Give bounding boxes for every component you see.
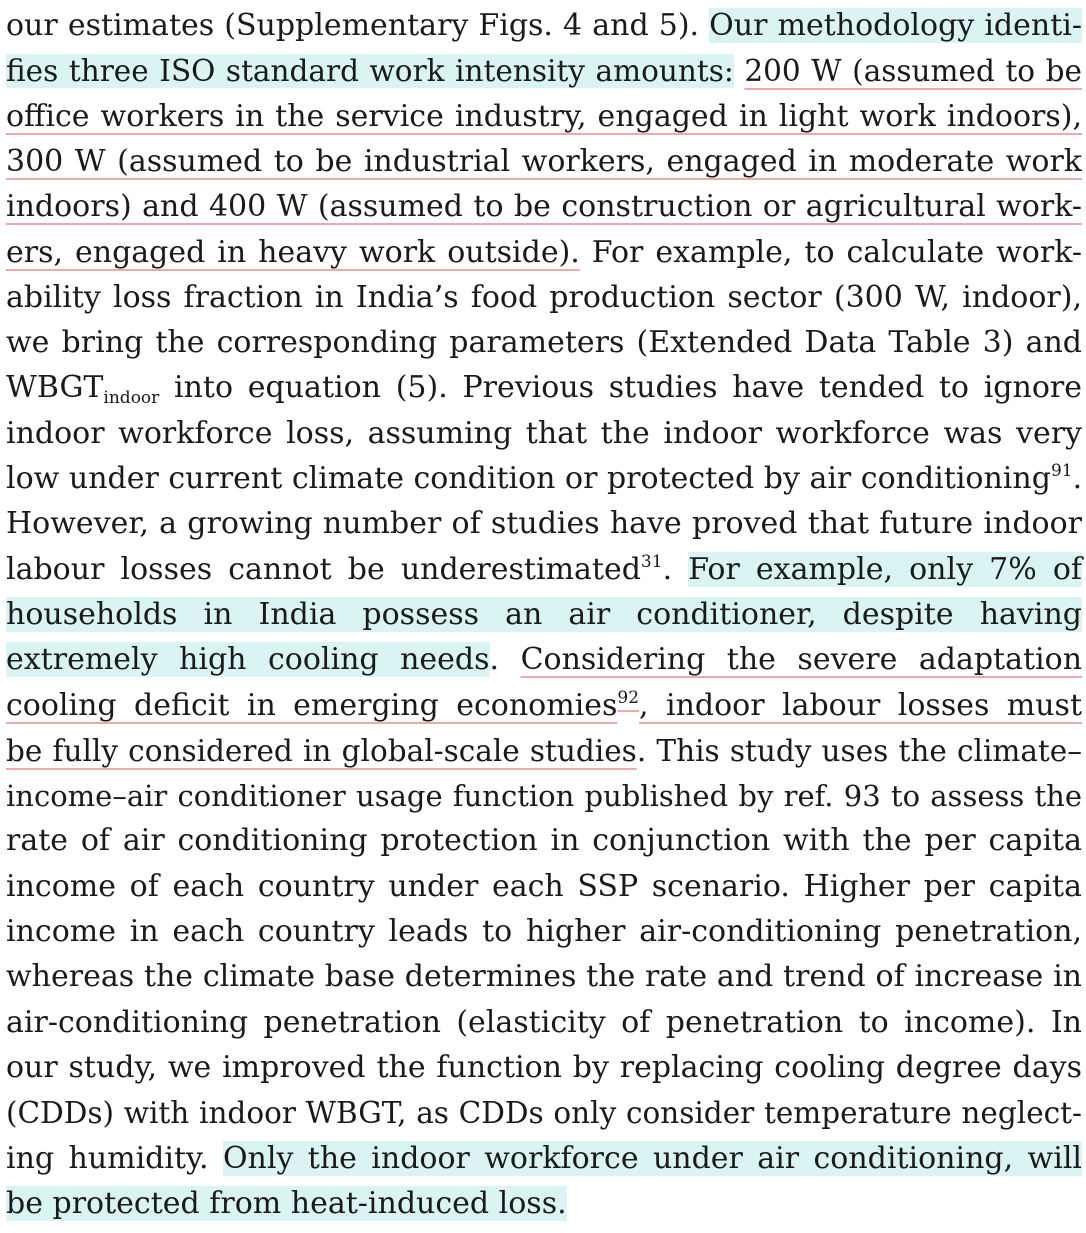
highlighted-text: be protected from heat-induced loss. — [6, 1185, 567, 1221]
text-line: whereas the climate base determines the … — [6, 954, 1082, 1000]
underlined-text: Considering the severe adaptation — [520, 642, 1083, 678]
text-line: income–air conditioner usage function pu… — [6, 773, 1082, 819]
text-line: be fully considered in global-scale stud… — [6, 728, 1082, 774]
text-span: low under current climate condition or p… — [6, 461, 1051, 496]
citation-superscript: 92 — [617, 687, 640, 708]
underlined-text: be fully considered in global-scale stud… — [6, 733, 637, 768]
text-span: we bring the corresponding parameters (E… — [6, 325, 1082, 361]
highlighted-text: households in India possess an air condi… — [6, 596, 1082, 632]
text-line: income of each country under each SSP sc… — [6, 864, 1082, 910]
text-span: For example, to calculate work- — [579, 234, 1082, 270]
text-line: ability loss fraction in India’s food pr… — [6, 275, 1082, 321]
text-line: office workers in the service industry, … — [6, 94, 1082, 140]
text-line: cooling deficit in emerging economies92,… — [6, 683, 1082, 729]
text-line: air-conditioning penetration (elasticity… — [6, 1000, 1082, 1046]
text-line: fies three ISO standard work intensity a… — [6, 48, 1082, 94]
text-span: . — [1072, 461, 1083, 496]
text-span: income–air conditioner usage function pu… — [6, 779, 1082, 814]
text-line: income in each country leads to higher a… — [6, 909, 1082, 955]
text-span — [734, 54, 745, 88]
text-line: low under current climate condition or p… — [6, 456, 1082, 502]
text-line: ers, engaged in heavy work outside). For… — [6, 230, 1082, 276]
highlighted-text: Our methodology identi- — [709, 8, 1082, 43]
underlined-text: 200 W (assumed to be — [744, 54, 1082, 89]
highlighted-text: fies three ISO standard work intensity a… — [6, 54, 734, 89]
text-line: (CDDs) with indoor WBGT, as CDDs only co… — [6, 1090, 1082, 1136]
text-span: However, a growing number of studies hav… — [6, 506, 1082, 542]
text-span: . This study uses the climate– — [636, 733, 1083, 768]
text-line: 300 W (assumed to be industrial workers,… — [6, 139, 1082, 185]
text-line: be protected from heat-induced loss. — [6, 1181, 1082, 1227]
underlined-text: indoors) and 400 W (assumed to be constr… — [6, 189, 1082, 225]
text-span: ing humidity. — [6, 1140, 223, 1176]
text-line: our estimates (Supplementary Figs. 4 and… — [6, 3, 1082, 49]
highlighted-text: extremely high cooling needs — [6, 642, 490, 678]
underlined-text: ers, engaged in heavy work outside). — [6, 234, 580, 270]
text-line: indoors) and 400 W (assumed to be constr… — [6, 184, 1082, 230]
text-line: we bring the corresponding parameters (E… — [6, 320, 1082, 366]
text-line: WBGTindoor into equation (5). Previous s… — [6, 365, 1082, 411]
underlined-text: , indoor labour losses must — [639, 687, 1082, 723]
underlined-text: cooling deficit in emerging economies — [6, 687, 618, 723]
text-span: whereas the climate base determines the … — [6, 959, 1082, 995]
text-span: . — [662, 551, 689, 587]
text-span: into equation (5). Previous studies have… — [159, 370, 1082, 406]
highlighted-text: For example, only 7% of — [688, 551, 1082, 587]
text-span: air-conditioning penetration (elasticity… — [6, 1004, 1082, 1040]
text-span: (CDDs) with indoor WBGT, as CDDs only co… — [6, 1096, 1082, 1131]
text-span: indoor workforce loss, assuming that the… — [6, 415, 1082, 451]
subscript: indoor — [103, 388, 160, 409]
underlined-text: office workers in the service industry, … — [6, 98, 1082, 134]
underlined-text: 300 W (assumed to be industrial workers,… — [6, 143, 1082, 179]
text-span: our study, we improved the function by r… — [6, 1049, 1082, 1085]
text-span: labour losses cannot be underestimated — [6, 551, 641, 587]
text-span: WBGT — [6, 370, 104, 406]
text-span: income of each country under each SSP sc… — [6, 868, 1082, 904]
text-span: income in each country leads to higher a… — [6, 914, 1082, 949]
text-line: indoor workforce loss, assuming that the… — [6, 411, 1082, 457]
text-span: rate of air conditioning protection in c… — [6, 823, 1082, 859]
citation-superscript: 91 — [1050, 461, 1073, 481]
text-line: our study, we improved the function by r… — [6, 1045, 1082, 1091]
text-line: ing humidity. Only the indoor workforce … — [6, 1136, 1083, 1182]
text-span: . — [489, 642, 521, 678]
text-line: However, a growing number of studies hav… — [6, 501, 1082, 547]
citation-superscript: 31 — [640, 551, 663, 572]
text-span: ability loss fraction in India’s food pr… — [6, 279, 1082, 315]
text-line: rate of air conditioning protection in c… — [6, 818, 1082, 864]
highlighted-text: Only the indoor workforce under air cond… — [222, 1140, 1083, 1176]
text-line: extremely high cooling needs. Considerin… — [6, 637, 1082, 683]
text-line: labour losses cannot be underestimated31… — [6, 547, 1082, 593]
text-span: our estimates (Supplementary Figs. 4 and… — [6, 8, 710, 43]
text-line: households in India possess an air condi… — [6, 592, 1082, 638]
